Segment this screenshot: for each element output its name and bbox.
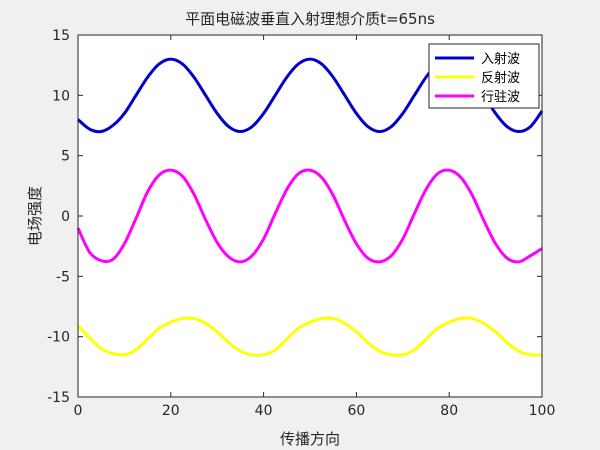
x-tick-label: 0 (74, 403, 83, 419)
y-tick-label: -10 (47, 330, 70, 346)
standing-wave-line (76, 168, 543, 264)
x-tick-label: 100 (529, 403, 556, 419)
y-tick-label: 0 (61, 209, 70, 225)
x-tick-label: 40 (255, 403, 273, 419)
y-tick-label: 10 (52, 88, 70, 104)
y-axis-label: 电场强度 (26, 186, 44, 246)
x-tick-label: 80 (440, 403, 458, 419)
y-tick-label: -15 (47, 390, 70, 406)
x-tick-label: 60 (347, 403, 365, 419)
x-tick-label: 20 (162, 403, 180, 419)
y-tick-label: -5 (56, 269, 70, 285)
reflected-wave-line (76, 316, 543, 357)
y-tick-label: 5 (61, 149, 70, 165)
y-axis: -15 -10 -5 0 5 10 15 (47, 28, 542, 406)
legend-entry-reflected: 反射波 (435, 70, 520, 86)
legend-entry-incident: 入射波 (435, 51, 520, 67)
x-axis: 0 20 40 60 80 100 (74, 35, 556, 419)
legend-label: 入射波 (481, 51, 520, 67)
legend-label: 反射波 (481, 70, 520, 86)
legend-label: 行驻波 (481, 90, 520, 105)
x-axis-label: 传播方向 (280, 430, 340, 448)
legend-entry-standing: 行驻波 (435, 90, 520, 105)
chart-title: 平面电磁波垂直入射理想介质t=65ns (185, 10, 435, 28)
y-tick-label: 15 (52, 28, 70, 44)
